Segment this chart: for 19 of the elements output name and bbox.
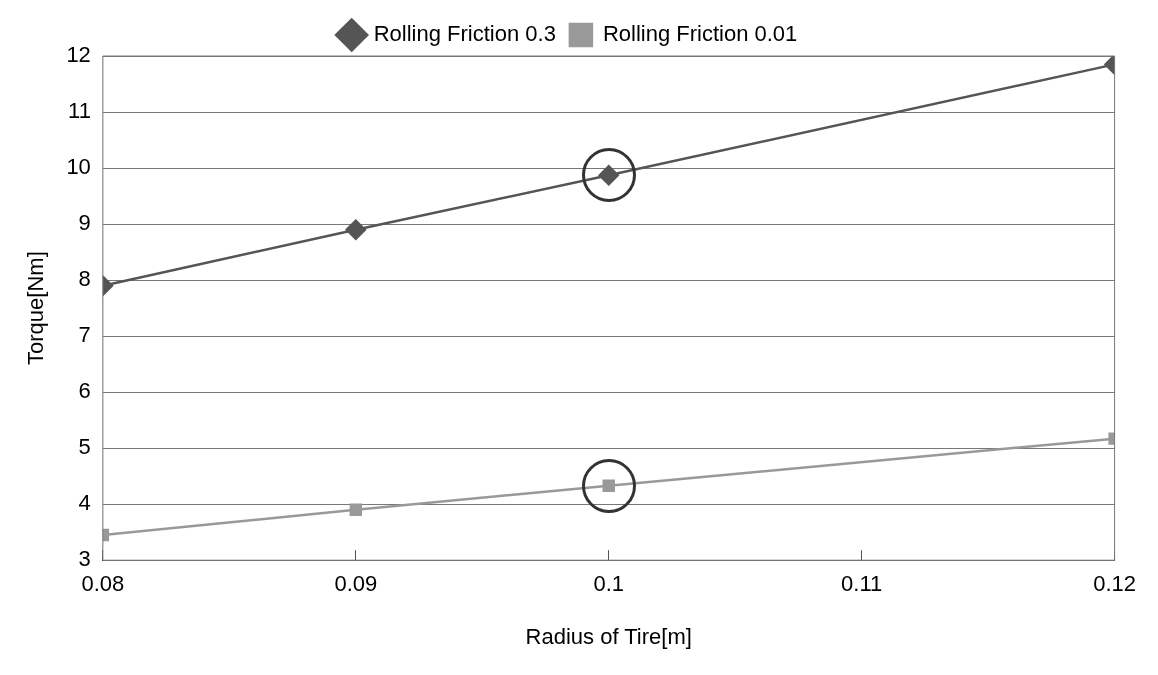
y-tick-label: 6 [78, 378, 91, 404]
x-tick-label: 0.11 [841, 571, 883, 597]
y-tick-label: 3 [78, 546, 91, 572]
y-tick-label: 4 [78, 490, 91, 516]
x-tick-label: 0.12 [1093, 571, 1136, 597]
y-tick-label: 5 [78, 434, 91, 460]
x-tick-label: 0.08 [81, 571, 125, 597]
y-axis-title: Torque[Nm] [23, 251, 49, 365]
y-tick-label: 12 [66, 42, 91, 68]
x-tick-label: 0.09 [334, 571, 378, 597]
y-tick-label: 7 [78, 322, 91, 348]
y-tick-label: 11 [68, 98, 91, 124]
x-axis-title: Radius of Tire[m] [525, 623, 692, 649]
y-tick-label: 10 [66, 154, 91, 180]
y-tick-label: 9 [78, 210, 91, 236]
y-tick-label: 8 [78, 266, 91, 292]
legend-label: Rolling Friction 0.3 [373, 21, 556, 47]
x-tick-label: 0.1 [593, 571, 625, 597]
legend-label: Rolling Friction 0.01 [602, 21, 798, 47]
